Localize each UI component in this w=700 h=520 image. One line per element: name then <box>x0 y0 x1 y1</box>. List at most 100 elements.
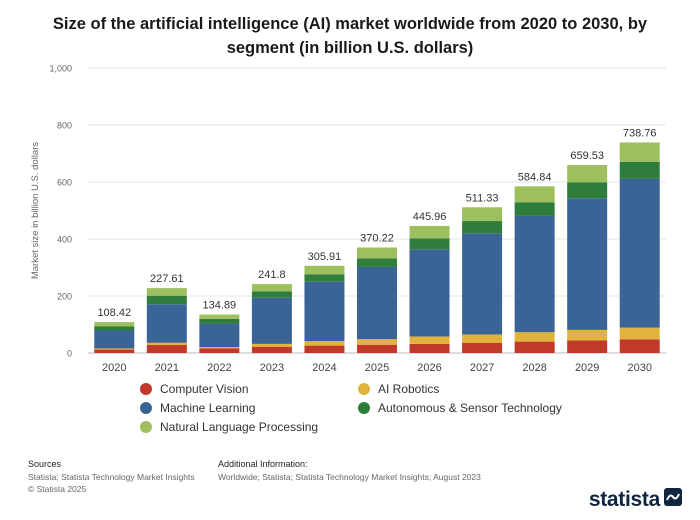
bar-segment <box>462 233 503 335</box>
bar-total-label: 584.84 <box>518 171 552 183</box>
bar-segment <box>357 339 397 345</box>
bar-segment <box>146 295 187 305</box>
bar-segment <box>94 330 135 349</box>
legend-item-autonomous-sensor[interactable]: Autonomous & Sensor Technology <box>358 401 562 415</box>
bar-segment <box>357 247 397 259</box>
copyright-text[interactable]: © Statista 2025 <box>28 484 87 494</box>
bar-segment <box>619 339 660 353</box>
bar-segment <box>567 340 608 353</box>
bar-segment <box>619 178 660 328</box>
stacked-bar-chart: 0 200 400 600 800 1,000 Market size in billion… <box>30 64 666 374</box>
legend-label: Natural Language Processing <box>160 420 319 434</box>
chart-title: Size of the artificial intelligence (AI)… <box>52 15 648 57</box>
x-tick-label: 2025 <box>365 362 389 374</box>
statista-logo[interactable]: statista <box>589 488 682 512</box>
additional-info-text: Worldwide; Statista; Statista Technology… <box>218 472 481 482</box>
bar-segment <box>567 198 608 330</box>
legend-label: AI Robotics <box>378 382 440 396</box>
bar-segment <box>619 142 660 162</box>
bar-segment <box>304 341 345 346</box>
legend-swatch <box>358 402 370 414</box>
bar-segment <box>567 182 608 199</box>
bar-segment <box>619 161 660 179</box>
bar-segment <box>514 202 555 216</box>
additional-info-heading: Additional Information: <box>218 459 308 469</box>
x-tick-label: 2030 <box>627 362 651 374</box>
bar-segment <box>409 238 450 250</box>
bar-segment <box>514 186 555 203</box>
bar-total-label: 511.33 <box>466 192 499 204</box>
sources-text: Statista; Statista Technology Market Ins… <box>28 472 195 482</box>
sources-heading: Sources <box>28 459 62 469</box>
bar-segment <box>94 348 135 350</box>
bar-total-label: 227.61 <box>150 273 184 285</box>
bar-segment <box>251 291 292 298</box>
bar-segment <box>146 304 187 343</box>
legend-item-computer-vision[interactable]: Computer Vision <box>140 382 249 396</box>
bar-total-label: 370.22 <box>360 232 394 244</box>
legend-label: Autonomous & Sensor Technology <box>378 401 562 415</box>
y-tick-label: 1,000 <box>49 64 72 74</box>
bar-segment <box>514 332 555 342</box>
bar-segment <box>409 336 450 344</box>
bar-segment <box>94 322 135 327</box>
x-tick-label: 2027 <box>470 362 494 374</box>
bar-segment <box>357 258 397 267</box>
y-tick-label: 600 <box>57 178 72 188</box>
bar-segment <box>146 345 187 353</box>
bar-segment <box>251 297 292 344</box>
bar-segment <box>146 288 187 296</box>
bar-segment <box>251 346 292 353</box>
y-tick-label: 200 <box>57 292 72 302</box>
legend-swatch <box>140 383 152 395</box>
y-tick-label: 0 <box>67 349 72 359</box>
bar-segment <box>619 327 660 340</box>
legend-swatch <box>358 383 370 395</box>
bar-total-label: 445.96 <box>413 211 447 223</box>
bar-segment <box>199 318 240 324</box>
bar-segment <box>462 334 503 343</box>
bar-total-label: 305.91 <box>308 251 342 263</box>
bar-segment <box>409 225 450 239</box>
bar-segment <box>94 349 135 353</box>
brand-name: statista <box>588 488 660 511</box>
y-axis-title: Market size in billion U.S. dollars <box>30 142 41 280</box>
x-tick-label: 2028 <box>522 362 546 374</box>
y-tick-label: 400 <box>57 235 72 245</box>
bar-segment <box>462 207 503 222</box>
x-tick-label: 2026 <box>417 362 441 374</box>
bar-total-label: 134.89 <box>203 300 237 312</box>
x-tick-label: 2022 <box>207 362 231 374</box>
bar-segment <box>251 284 292 292</box>
legend-item-nlp[interactable]: Natural Language Processing <box>140 420 318 434</box>
bar-segment <box>94 326 135 331</box>
bar-segment <box>567 165 608 183</box>
statista-wave-icon <box>664 488 682 512</box>
bar-segment <box>304 281 345 342</box>
x-tick-label: 2020 <box>102 362 126 374</box>
x-tick-label: 2029 <box>575 362 599 374</box>
bar-segment <box>357 344 397 353</box>
bar-segment <box>304 345 345 353</box>
bar-segment <box>514 341 555 353</box>
bar-segment <box>199 323 240 348</box>
bar-total-label: 108.42 <box>97 307 131 319</box>
bar-segment <box>146 342 187 346</box>
bar-total-label: 241.8 <box>258 269 286 281</box>
legend-swatch <box>140 402 152 414</box>
x-tick-label: 2021 <box>155 362 179 374</box>
bar-segment <box>251 343 292 347</box>
bar-segment <box>462 221 503 234</box>
bar-total-label: 738.76 <box>623 127 657 139</box>
legend-item-ai-robotics[interactable]: AI Robotics <box>358 382 439 396</box>
legend-label: Computer Vision <box>160 382 249 396</box>
x-tick-label: 2023 <box>260 362 284 374</box>
x-tick-label: 2024 <box>312 362 336 374</box>
bar-segment <box>199 347 240 349</box>
legend-item-machine-learning[interactable]: Machine Learning <box>140 401 255 415</box>
bar-segment <box>304 265 345 275</box>
bar-segment <box>409 343 450 353</box>
legend-swatch <box>140 421 152 433</box>
bar-segment <box>199 348 240 353</box>
bar-segment <box>304 274 345 282</box>
